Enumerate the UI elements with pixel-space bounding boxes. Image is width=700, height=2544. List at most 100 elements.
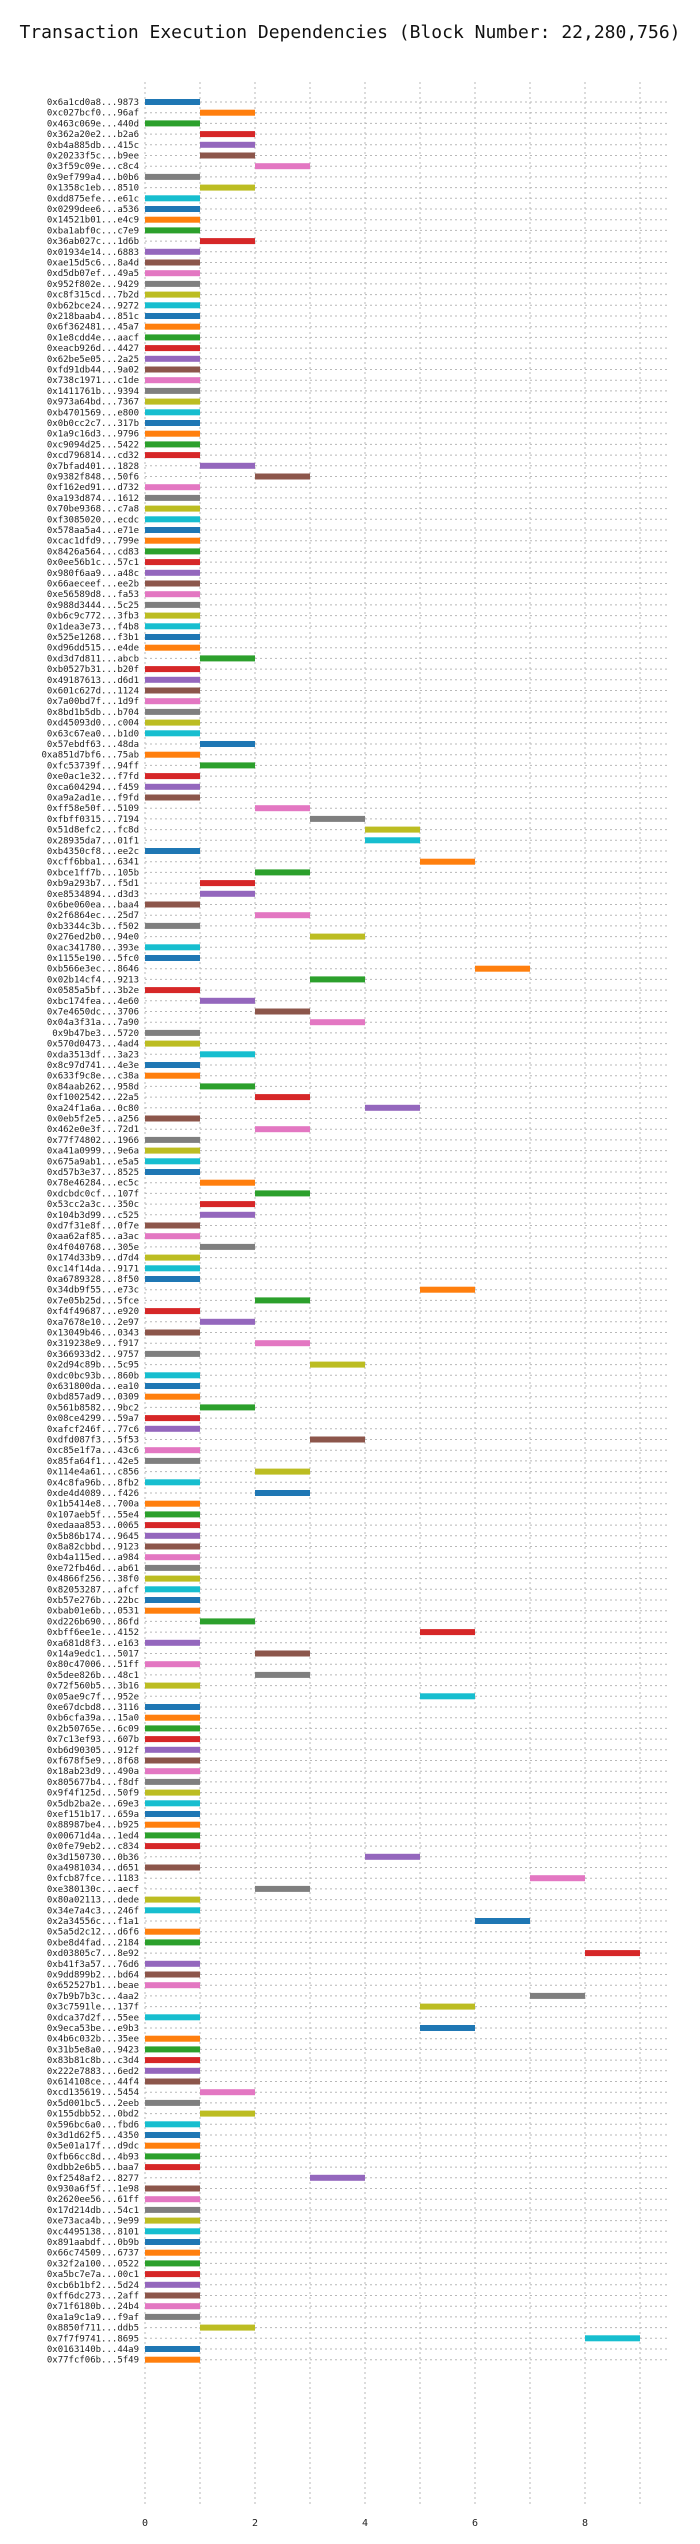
transaction-bar bbox=[255, 163, 310, 170]
transaction-bar bbox=[200, 1243, 255, 1250]
transaction-bar bbox=[420, 858, 475, 865]
transaction-bar bbox=[255, 1094, 310, 1101]
y-tick-label: 0x7f7f9741...8695 bbox=[47, 2334, 139, 2344]
y-tick-label: 0x77f74802...1966 bbox=[47, 1136, 139, 1146]
transaction-bar bbox=[145, 527, 200, 533]
y-tick-label: 0x738c1971...c1de bbox=[47, 376, 139, 386]
y-tick-label: 0x525e1268...f3b1 bbox=[47, 633, 139, 643]
y-tick-label: 0x7e4650dc...3706 bbox=[47, 1008, 139, 1018]
y-tick-label: 0x36ab027c...1d6b bbox=[47, 237, 139, 247]
transaction-bar bbox=[145, 623, 200, 630]
transaction-bar bbox=[145, 173, 200, 180]
transaction-bar bbox=[145, 1350, 200, 1357]
y-tick-label: 0x01934e14...6883 bbox=[47, 248, 139, 258]
transaction-bar bbox=[200, 109, 255, 116]
y-tick-label: 0xde4d4089...f426 bbox=[47, 1489, 139, 1499]
transaction-bar bbox=[255, 1671, 310, 1678]
transaction-bar bbox=[145, 1821, 200, 1828]
transaction-bar bbox=[145, 601, 200, 608]
y-tick-label: 0xc85e1f7a...43c6 bbox=[47, 1446, 139, 1456]
y-tick-label: 0x62be5e05...2a25 bbox=[47, 355, 139, 365]
y-tick-label: 0x3d1d62f5...4350 bbox=[47, 2131, 139, 2141]
y-tick-label: 0xc4495138...8101 bbox=[47, 2227, 139, 2237]
transaction-bar bbox=[145, 1265, 200, 1272]
transaction-bar bbox=[255, 1340, 310, 1347]
transaction-bar bbox=[145, 345, 200, 352]
transaction-bar bbox=[145, 783, 200, 790]
y-tick-label: 0x462e0e3f...72d1 bbox=[47, 1125, 139, 1135]
y-tick-label: 0xd3d7d811...abcb bbox=[47, 654, 139, 664]
y-tick-label: 0x28935da7...01f1 bbox=[47, 836, 139, 846]
transaction-bar bbox=[145, 313, 200, 319]
transaction-bar bbox=[145, 1725, 200, 1732]
transaction-bar bbox=[145, 987, 200, 994]
transaction-bar bbox=[145, 387, 200, 394]
transaction-bar bbox=[200, 1318, 255, 1325]
y-tick-label: 0xc9094d25...5422 bbox=[47, 440, 139, 450]
transaction-bar bbox=[145, 441, 200, 448]
y-tick-label: 0x1358c1eb...8510 bbox=[47, 184, 139, 194]
transaction-bar bbox=[145, 2121, 200, 2128]
transaction-bar bbox=[310, 1019, 365, 1026]
transaction-bar bbox=[145, 409, 200, 416]
transaction-bar bbox=[145, 248, 200, 255]
y-tick-label: 0xcac1dfd9...799e bbox=[47, 537, 139, 547]
transaction-bar bbox=[145, 1714, 200, 1721]
transaction-bar bbox=[145, 259, 200, 266]
transaction-bar bbox=[255, 1008, 310, 1015]
y-tick-label: 0x88987be4...b925 bbox=[47, 1821, 139, 1831]
y-tick-label: 0x13049b46...0343 bbox=[47, 1329, 139, 1339]
transaction-bar bbox=[145, 99, 200, 105]
y-tick-label: 0xe73aca4b...9e99 bbox=[47, 2217, 139, 2227]
transaction-bar bbox=[365, 1104, 420, 1111]
transaction-bar bbox=[145, 377, 200, 384]
y-tick-label: 0xe56589d8...fa53 bbox=[47, 590, 139, 600]
y-tick-label: 0x2d94c89b...5c95 bbox=[47, 1361, 139, 1371]
transaction-bar bbox=[145, 1511, 200, 1518]
y-tick-label: 0xa6789328...8f50 bbox=[47, 1275, 139, 1285]
transaction-bar bbox=[145, 2046, 200, 2053]
y-tick-label: 0x4f040768...305e bbox=[47, 1243, 139, 1253]
transaction-bar bbox=[145, 2014, 200, 2021]
y-tick-label: 0xb4a885db...415c bbox=[47, 141, 139, 151]
y-tick-label: 0xe380130c...aecf bbox=[47, 1885, 139, 1895]
x-tick-label: 0 bbox=[142, 2518, 148, 2529]
transaction-bar bbox=[145, 1500, 200, 1507]
transaction-bar bbox=[200, 238, 255, 245]
transaction-bar bbox=[145, 559, 200, 566]
y-tick-label: 0x18ab23d9...490a bbox=[47, 1767, 139, 1777]
y-tick-label: 0x31b5e8a0...9423 bbox=[47, 2045, 139, 2055]
transaction-bar bbox=[145, 1896, 200, 1903]
transaction-bar bbox=[255, 1650, 310, 1657]
transaction-bar bbox=[145, 569, 200, 576]
transaction-bar bbox=[530, 1875, 585, 1882]
transaction-bar bbox=[145, 2281, 200, 2288]
transaction-bar bbox=[200, 1618, 255, 1625]
y-tick-label: 0xb0527b31...b20f bbox=[47, 665, 139, 675]
y-tick-label: 0xa851d7bf6...75ab bbox=[41, 751, 139, 761]
y-tick-label: 0x14a9edc1...5017 bbox=[47, 1650, 139, 1660]
transaction-bar bbox=[145, 1115, 200, 1122]
transaction-bar bbox=[145, 2313, 200, 2320]
y-tick-label: 0xf1002542...22a5 bbox=[47, 1093, 139, 1103]
transaction-bar bbox=[145, 398, 200, 405]
y-tick-label: 0xcb6b1bf2...5d24 bbox=[47, 2281, 139, 2291]
y-tick-label: 0xb3344c3b...f502 bbox=[47, 922, 139, 932]
y-tick-label: 0xa7678e10...2e97 bbox=[47, 1318, 139, 1328]
y-tick-label: 0xe67dcbd8...3116 bbox=[47, 1703, 139, 1713]
y-tick-label: 0x34e7a4c3...246f bbox=[47, 1906, 139, 1916]
transaction-bar bbox=[200, 141, 255, 148]
transaction-bar bbox=[145, 1928, 200, 1935]
transaction-bar bbox=[145, 1415, 200, 1422]
y-tick-label: 0x7a00bd7f...1d9f bbox=[47, 697, 139, 707]
transaction-bar bbox=[200, 462, 255, 469]
transaction-bar bbox=[145, 323, 200, 330]
y-tick-label: 0xf678f5e9...8f68 bbox=[47, 1757, 139, 1767]
transaction-bar bbox=[585, 2335, 640, 2342]
y-tick-label: 0x0299dee6...a536 bbox=[47, 205, 139, 215]
y-tick-label: 0x1155e190...5fc0 bbox=[47, 954, 139, 964]
y-tick-label: 0x0163140b...44a9 bbox=[47, 2345, 139, 2355]
transaction-bar bbox=[145, 1554, 200, 1561]
transaction-bar bbox=[145, 1522, 200, 1529]
y-tick-label: 0xa5bc7e7a...00c1 bbox=[47, 2270, 139, 2280]
